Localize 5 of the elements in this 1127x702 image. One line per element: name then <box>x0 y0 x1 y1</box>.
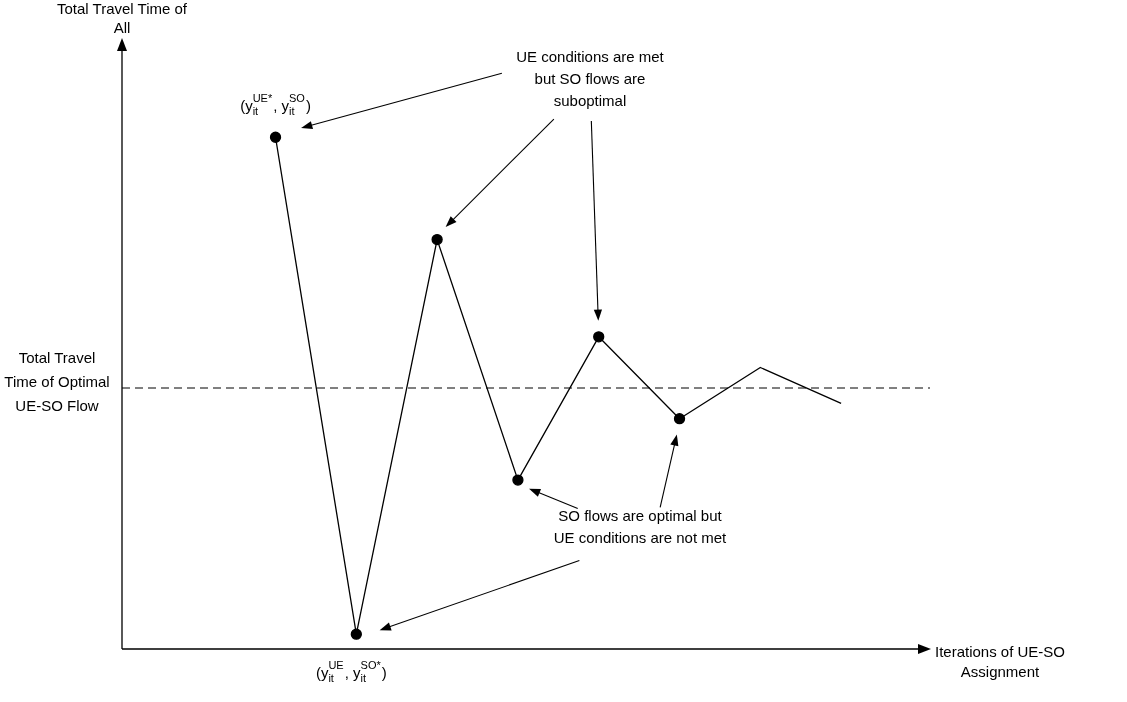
text: Total Travel Time of All <box>56 0 188 36</box>
text: UE conditions are met but SO flows are suboptimal <box>516 47 665 109</box>
ref-line-label: Total Travel Time of Optimal UE-SO Flow <box>4 348 110 414</box>
annotation: SO flows are optimal but UE conditions are not met <box>553 506 728 546</box>
x-axis-title: Iterations of UE-SO Assignment <box>934 642 1066 680</box>
